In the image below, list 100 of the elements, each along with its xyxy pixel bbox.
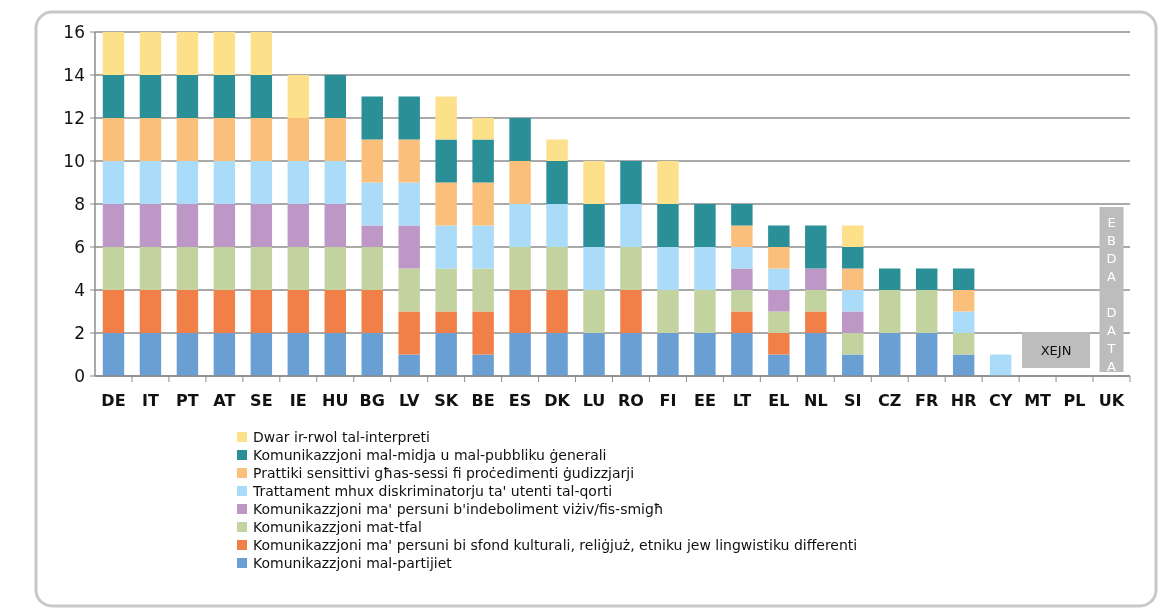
bar	[435, 268, 457, 312]
bar	[139, 333, 162, 376]
bar	[398, 139, 420, 183]
bar	[620, 333, 642, 376]
x-tick-label: UK	[1098, 391, 1125, 410]
bar	[952, 333, 975, 355]
bar	[583, 333, 605, 376]
bar	[509, 247, 531, 290]
bar	[176, 118, 199, 161]
bar	[102, 247, 125, 290]
bar	[731, 204, 753, 226]
x-tick-label: LT	[732, 391, 752, 410]
bar	[176, 290, 199, 333]
bar	[250, 75, 273, 118]
bar	[287, 247, 310, 290]
bar	[102, 333, 125, 376]
bar	[805, 333, 827, 376]
bar	[842, 333, 864, 355]
x-tick-label: LV	[399, 391, 420, 410]
bar	[694, 247, 716, 290]
bar	[657, 161, 679, 204]
bar	[213, 204, 236, 247]
bar	[768, 311, 790, 333]
bar	[287, 333, 310, 376]
bar	[879, 290, 901, 333]
bar	[102, 75, 125, 118]
bar	[287, 161, 310, 204]
bar	[324, 247, 346, 290]
bar	[842, 268, 864, 290]
x-tick-label: CY	[988, 391, 1013, 410]
bar	[546, 161, 568, 204]
bar	[361, 139, 383, 183]
annotation: EBDA DATA	[1104, 215, 1120, 377]
bar	[694, 333, 716, 376]
bar	[731, 225, 753, 247]
bar	[768, 354, 790, 376]
bar	[472, 354, 494, 376]
bar	[509, 161, 531, 204]
x-tick-label: SK	[434, 391, 459, 410]
bar	[657, 247, 679, 290]
bar	[176, 75, 199, 118]
bar	[842, 354, 864, 376]
bar	[472, 311, 494, 355]
x-tick-label: ES	[508, 391, 532, 410]
bar	[952, 290, 975, 312]
bar	[213, 75, 236, 118]
bar	[250, 204, 273, 247]
legend-label: Komunikazzjoni ma' persuni bi sfond kulturali, reliġjuż, etniku jew lingwistiku differenti	[253, 536, 858, 553]
y-tick-label: 4	[74, 279, 85, 300]
bar	[287, 118, 310, 161]
x-tick-label: SE	[250, 391, 273, 410]
bar	[731, 290, 753, 312]
bar	[509, 204, 531, 247]
bar	[546, 333, 568, 376]
bar	[361, 333, 383, 376]
legend-label: Komunikazzjoni ma' persuni b'indeboliment viżiv/fis-smigħ	[253, 500, 664, 517]
bar	[324, 161, 346, 204]
x-tick-label: SI	[844, 391, 862, 410]
bar	[731, 333, 753, 376]
bar	[546, 247, 568, 290]
bar	[102, 290, 125, 333]
bar	[509, 290, 531, 333]
bar	[250, 247, 273, 290]
bar	[139, 118, 162, 161]
x-tick-label: LU	[582, 391, 606, 410]
bar	[361, 290, 383, 333]
bar	[509, 333, 531, 376]
bar	[472, 118, 494, 140]
x-tick-label: NL	[804, 391, 828, 410]
bar	[952, 268, 975, 290]
bar	[176, 247, 199, 290]
x-tick-label: DK	[544, 391, 571, 410]
x-tick-label: IT	[142, 391, 159, 410]
bar	[213, 32, 236, 75]
bar	[731, 311, 753, 333]
bar	[546, 139, 568, 161]
bar	[139, 161, 162, 204]
bar	[102, 161, 125, 204]
bar	[287, 204, 310, 247]
bar	[620, 161, 642, 204]
bar	[398, 225, 420, 269]
bar	[842, 225, 864, 247]
bar	[620, 247, 642, 290]
bar	[472, 268, 494, 312]
bar	[657, 290, 679, 333]
bar	[287, 290, 310, 333]
y-tick-label: 2	[74, 322, 85, 343]
bar	[805, 225, 827, 269]
x-tick-label: DE	[101, 391, 126, 410]
bar	[213, 333, 236, 376]
bar	[583, 204, 605, 247]
bar	[546, 204, 568, 247]
bar	[250, 32, 273, 75]
bar	[620, 204, 642, 247]
bar	[472, 182, 494, 226]
bar	[213, 247, 236, 290]
bar	[176, 161, 199, 204]
bar	[583, 161, 605, 204]
bar	[620, 290, 642, 333]
x-tick-label: PL	[1063, 391, 1086, 410]
